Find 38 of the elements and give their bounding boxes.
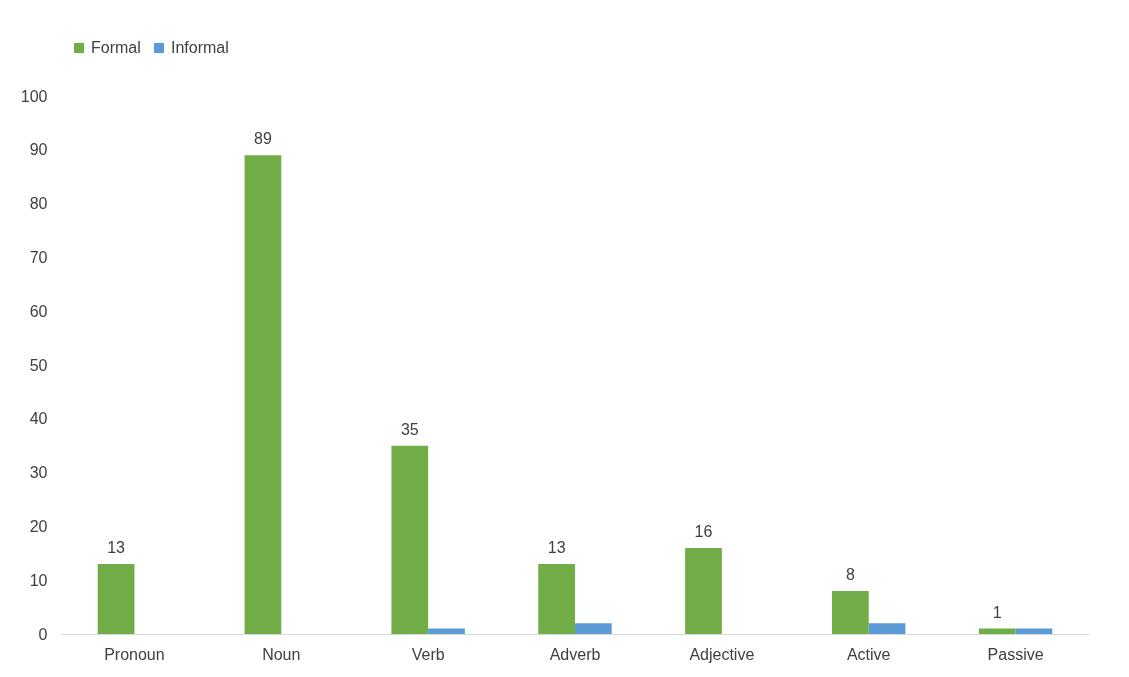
x-tick-label: Pronoun bbox=[104, 645, 165, 663]
x-tick-label: Adjective bbox=[689, 645, 755, 663]
y-tick-label: 0 bbox=[38, 625, 48, 643]
bar bbox=[1015, 628, 1053, 634]
y-tick-label: 10 bbox=[29, 571, 48, 589]
y-tick-label: 60 bbox=[29, 302, 48, 320]
y-tick-label: 100 bbox=[20, 87, 48, 105]
data-label: 13 bbox=[547, 539, 566, 557]
x-tick-label: Active bbox=[846, 645, 891, 663]
data-label: 35 bbox=[400, 420, 419, 438]
bar bbox=[868, 623, 906, 634]
data-label: 13 bbox=[107, 539, 126, 557]
y-tick-label: 50 bbox=[29, 356, 48, 374]
x-tick-label: Passive bbox=[987, 645, 1044, 663]
bar bbox=[685, 547, 722, 634]
bar bbox=[244, 155, 282, 634]
bar bbox=[575, 623, 612, 634]
y-tick-label: 70 bbox=[29, 248, 48, 266]
bar bbox=[538, 564, 575, 634]
x-tick-label: Noun bbox=[262, 645, 301, 663]
legend-label: Informal bbox=[171, 39, 229, 56]
bar bbox=[97, 564, 135, 634]
bar bbox=[978, 628, 1016, 634]
y-tick-label: 20 bbox=[29, 517, 48, 535]
data-label: 8 bbox=[845, 565, 855, 583]
bar bbox=[391, 445, 429, 634]
y-tick-label: 80 bbox=[29, 195, 48, 213]
y-tick-label: 40 bbox=[29, 410, 48, 428]
y-tick-label: 90 bbox=[29, 141, 48, 159]
data-label: 1 bbox=[992, 603, 1002, 621]
bar bbox=[428, 628, 465, 634]
y-tick-label: 30 bbox=[29, 464, 48, 482]
bar bbox=[832, 590, 869, 634]
x-tick-label: Verb bbox=[411, 645, 445, 663]
legend-label: Formal bbox=[91, 39, 141, 56]
x-tick-label: Adverb bbox=[549, 645, 601, 663]
data-label: 16 bbox=[694, 522, 713, 540]
data-label: 89 bbox=[254, 130, 272, 148]
